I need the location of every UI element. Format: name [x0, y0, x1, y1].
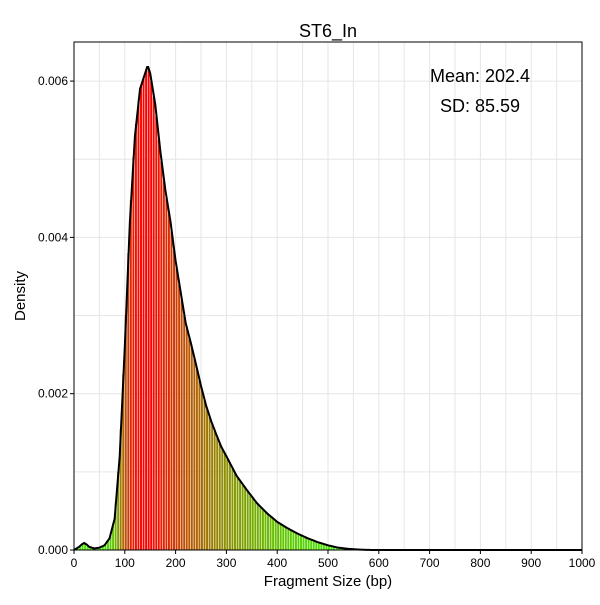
histogram-bar: [303, 537, 305, 550]
histogram-bar: [298, 534, 300, 550]
histogram-bar: [206, 409, 208, 550]
histogram-bar: [272, 519, 274, 550]
histogram-bar: [209, 417, 211, 550]
histogram-bar: [201, 391, 203, 550]
x-tick-label: 300: [216, 556, 236, 570]
histogram-bar: [140, 85, 142, 550]
x-tick-label: 600: [369, 556, 389, 570]
y-axis-title: Density: [12, 270, 29, 321]
histogram-bar: [226, 459, 228, 550]
histogram-bar: [191, 348, 193, 550]
x-tick-label: 900: [521, 556, 541, 570]
histogram-bar: [280, 524, 282, 550]
histogram-bar: [257, 504, 259, 550]
y-tick-label: 0.002: [38, 387, 68, 401]
histogram-bar: [267, 514, 269, 550]
histogram-bar: [143, 77, 145, 550]
histogram-bar: [178, 284, 180, 550]
histogram-bar: [132, 157, 134, 550]
histogram-bar: [300, 535, 302, 550]
histogram-bar: [275, 521, 277, 550]
histogram-bar: [193, 359, 195, 550]
histogram-bar: [313, 541, 315, 550]
histogram-bar: [305, 538, 307, 550]
histogram-bar: [315, 542, 317, 550]
histogram-bar: [181, 300, 183, 550]
histogram-bar: [224, 454, 226, 550]
histogram-bar: [216, 437, 218, 550]
histogram-bar: [155, 116, 157, 550]
x-tick-label: 0: [71, 556, 78, 570]
x-tick-label: 400: [267, 556, 287, 570]
histogram-bar: [130, 200, 132, 550]
histogram-bar: [150, 81, 152, 550]
histogram-bar: [160, 161, 162, 550]
histogram-bar: [277, 523, 279, 550]
histogram-bar: [214, 431, 216, 550]
sd-annotation: SD: 85.59: [440, 96, 520, 116]
x-tick-label: 200: [166, 556, 186, 570]
histogram-bar: [196, 369, 198, 550]
x-tick-label: 700: [420, 556, 440, 570]
mean-annotation: Mean: 202.4: [430, 66, 530, 86]
histogram-bar: [138, 101, 140, 550]
histogram-bar: [183, 316, 185, 550]
histogram-bar: [239, 481, 241, 550]
histogram-bar: [292, 532, 294, 550]
histogram-bar: [252, 498, 254, 550]
histogram-bar: [221, 449, 223, 550]
histogram-bar: [259, 507, 261, 550]
histogram-bar: [282, 526, 284, 550]
histogram-bar: [308, 539, 310, 550]
chart-title: ST6_In: [299, 21, 357, 42]
histogram-bar: [244, 488, 246, 550]
histogram-bar: [163, 181, 165, 550]
histogram-bar: [265, 512, 267, 550]
histogram-bar: [158, 140, 160, 550]
y-tick-label: 0.006: [38, 74, 68, 88]
histogram-bar: [237, 478, 239, 550]
x-axis-title: Fragment Size (bp): [264, 573, 392, 590]
histogram-bar: [247, 491, 249, 550]
histogram-bar: [285, 527, 287, 550]
x-tick-label: 1000: [569, 556, 596, 570]
histogram-bar: [211, 424, 213, 550]
histogram-bar: [249, 495, 251, 550]
histogram-bar: [204, 401, 206, 550]
histogram-bar: [176, 269, 178, 550]
histogram-bar: [188, 338, 190, 550]
histogram-bar: [148, 69, 150, 550]
histogram-bar: [287, 529, 289, 550]
histogram-bar: [242, 485, 244, 550]
histogram-bar: [254, 501, 256, 550]
histogram-bar: [198, 380, 200, 550]
x-tick-label: 500: [318, 556, 338, 570]
histogram-bar: [168, 214, 170, 550]
histogram-bar: [234, 473, 236, 550]
histogram-bar: [153, 97, 155, 550]
y-tick-label: 0.004: [38, 230, 68, 244]
x-tick-label: 800: [470, 556, 490, 570]
histogram-bar: [165, 198, 167, 550]
histogram-bar: [186, 328, 188, 550]
histogram-bar: [135, 124, 137, 550]
histogram-bar: [145, 69, 147, 550]
y-tick-label: 0.000: [38, 543, 68, 557]
histogram-bar: [229, 464, 231, 550]
histogram-bar: [219, 444, 221, 550]
histogram-bar: [310, 540, 312, 550]
histogram-bar: [290, 530, 292, 550]
x-tick-label: 100: [115, 556, 135, 570]
histogram-bar: [171, 232, 173, 550]
histogram-bar: [270, 516, 272, 550]
histogram-bar: [295, 533, 297, 550]
histogram-bar: [173, 251, 175, 550]
histogram-bar: [231, 468, 233, 550]
histogram-bar: [262, 509, 264, 550]
